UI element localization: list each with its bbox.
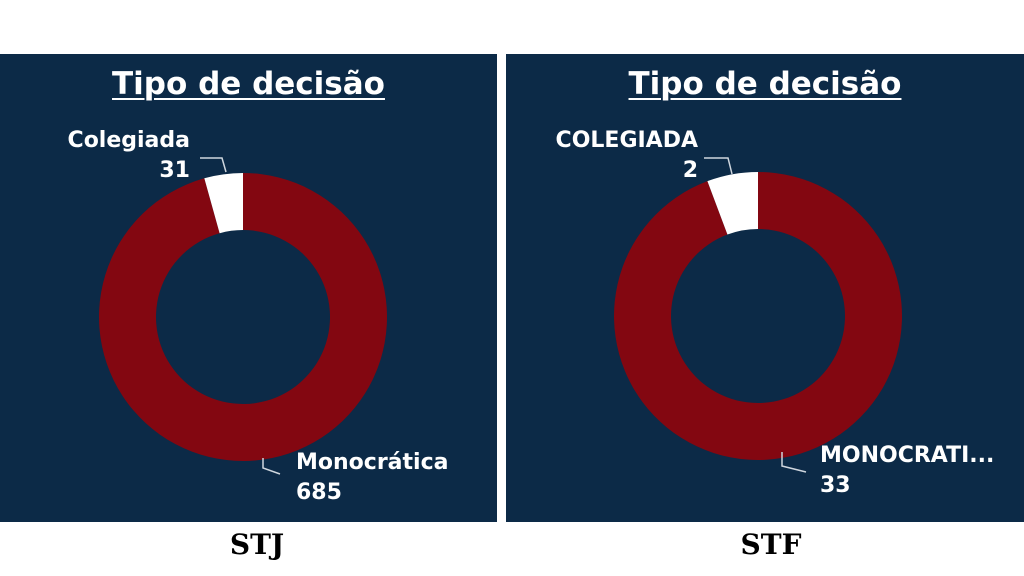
caption-stj: STJ	[229, 528, 285, 561]
chart-title: Tipo de decisão	[112, 66, 385, 102]
chart-panel-stj: Tipo de decisão Colegiada 31 Monocrática…	[0, 54, 497, 522]
slice-label-value: 685	[296, 480, 342, 505]
slice-label-value: 31	[159, 158, 190, 183]
donut-slice-colegiada	[204, 173, 243, 234]
donut-chart-stf	[614, 157, 902, 473]
chart-title: Tipo de decisão	[628, 66, 902, 102]
leader-line-monocratica	[781, 452, 807, 473]
slice-label-value: 33	[820, 473, 851, 498]
slice-label-name: Monocrática	[296, 450, 449, 475]
slice-label-name: COLEGIADA	[555, 128, 698, 153]
donut-chart-stj	[99, 157, 388, 475]
slice-label-monocratica: MONOCRATI... 33	[820, 441, 994, 501]
donut-slice-colegiada	[707, 172, 758, 235]
slice-label-name: MONOCRATI...	[820, 443, 995, 468]
slice-label-colegiada: Colegiada 31	[40, 126, 190, 186]
leader-line-colegiada	[200, 157, 227, 173]
chart-panel-stf: Tipo de decisão COLEGIADA 2 MONOCRATI...…	[506, 54, 1024, 522]
slice-label-name: Colegiada	[67, 128, 190, 153]
slice-label-colegiada: COLEGIADA 2	[526, 126, 698, 186]
leader-line-monocratica	[262, 458, 281, 475]
slice-label-value: 2	[682, 158, 698, 183]
slice-label-monocratica: Monocrática 685	[296, 448, 448, 508]
caption-stf: STF	[740, 528, 802, 561]
leader-line-colegiada	[704, 157, 733, 175]
donut-slice-monocrati	[614, 172, 902, 461]
donut-slice-monocr-tica	[99, 173, 388, 462]
